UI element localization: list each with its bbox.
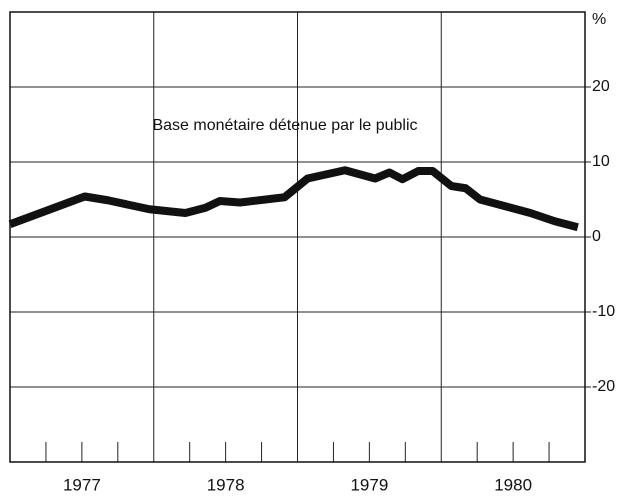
x-tick-label: 1978 [207,475,245,494]
y-unit: % [592,11,606,28]
data-line [8,166,579,232]
plot-frame [9,11,586,463]
x-tick-label: 1980 [494,475,532,494]
x-tick-label: 1979 [350,475,388,494]
x-tick-label: 1977 [63,475,101,494]
y-tick-label: 0 [592,228,601,245]
y-tick-label: 20 [592,78,610,95]
y-tick-label: 10 [592,153,610,170]
y-tick-label: -20 [592,378,615,395]
annotation: Base monétaire détenue par le public [152,117,417,134]
y-tick-label: -10 [592,303,615,320]
